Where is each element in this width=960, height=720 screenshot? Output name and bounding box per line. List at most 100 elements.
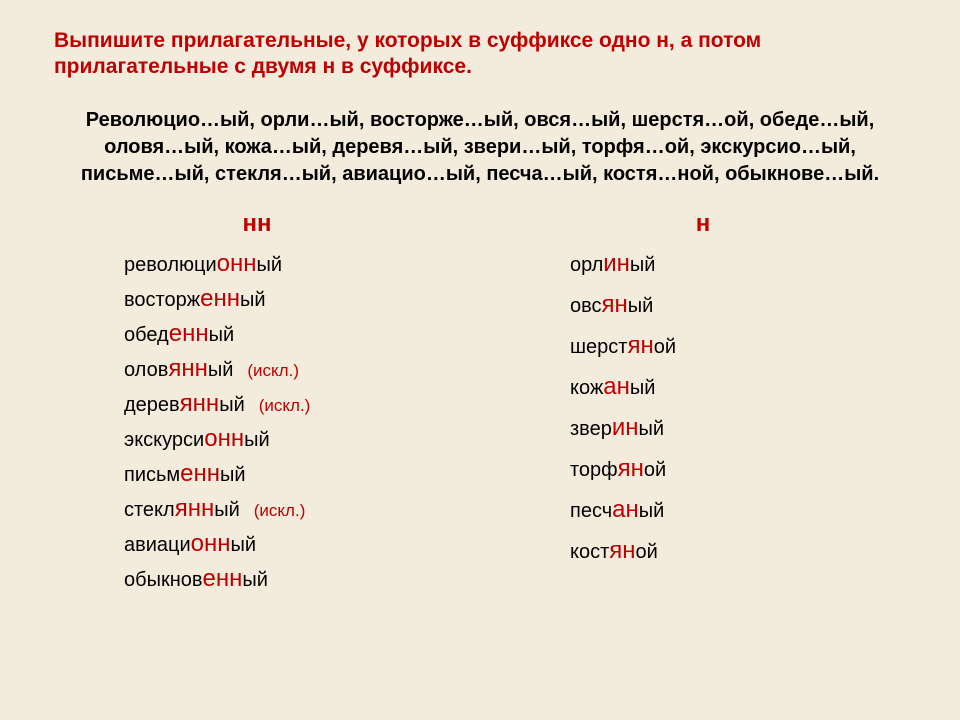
column-n: н орлиныйовсяныйшерстянойкожаныйзвериный… [500,210,906,593]
word-ending: ый [630,377,656,399]
word-suffix: ян [602,291,628,318]
word-prefix: овс [570,295,602,317]
slide: Выпишите прилагательные, у которых в суф… [0,0,960,720]
word-ending: ый [242,569,268,591]
word: звериный [570,414,664,442]
word-prefix: звер [570,418,612,440]
column-n-header: н [500,210,906,238]
word-ending: ый [231,534,257,556]
word-row: песчаный [570,496,664,524]
exception-label: (искл.) [259,396,311,416]
word-row: оловянный (искл.) [124,355,299,383]
word-prefix: шерст [570,336,627,358]
word: обеденный [124,320,234,348]
word: песчаный [570,496,664,524]
word-row: экскурсионный [124,425,270,453]
word-prefix: революци [124,254,217,276]
word-suffix: ян [618,455,644,482]
word-prefix: обед [124,324,169,346]
word: костяной [570,537,658,565]
word-row: шерстяной [570,332,676,360]
word-row: костяной [570,537,658,565]
word-row: овсяный [570,291,653,319]
word: шерстяной [570,332,676,360]
word: торфяной [570,455,666,483]
column-n-list: орлиныйовсяныйшерстянойкожаныйзвериныйто… [500,250,906,565]
word-suffix: енн [200,285,240,312]
word-suffix: янн [180,390,220,417]
word-suffix: енн [180,460,220,487]
word-ending: ой [654,336,676,358]
word-ending: ый [219,394,245,416]
word-suffix: ян [627,332,653,359]
word-suffix: ан [603,373,630,400]
word: деревянный [124,390,245,418]
word-row: обыкновенный [124,565,268,593]
word: оловянный [124,355,233,383]
word-prefix: кож [570,377,603,399]
word-suffix: енн [203,565,243,592]
word-suffix: ян [609,537,635,564]
word-ending: ый [639,418,665,440]
word: авиационный [124,530,256,558]
word-ending: ый [208,359,234,381]
word-row: авиационный [124,530,256,558]
word: овсяный [570,291,653,319]
word-suffix: ин [603,250,630,277]
exception-label: (искл.) [254,501,306,521]
word-prefix: обыкнов [124,569,203,591]
task-text: Выпишите прилагательные, у которых в суф… [54,28,906,81]
columns: нн революционныйвосторженныйобеденныйоло… [54,210,906,593]
word: письменный [124,460,246,488]
word-prefix: письм [124,464,180,486]
word: экскурсионный [124,425,270,453]
word-suffix: ин [612,414,639,441]
word-prefix: кост [570,541,609,563]
word-prefix: торф [570,459,618,481]
word-suffix: онн [204,425,244,452]
word-ending: ой [644,459,666,481]
word-ending: ый [244,429,270,451]
word-ending: ый [240,289,266,311]
word-row: кожаный [570,373,655,401]
word: восторженный [124,285,266,313]
word-ending: ый [257,254,283,276]
word-ending: ый [209,324,235,346]
column-nn: нн революционныйвосторженныйобеденныйоло… [54,210,460,593]
word-row: революционный [124,250,282,278]
word-ending: ый [639,500,665,522]
word-prefix: восторж [124,289,200,311]
word-row: звериный [570,414,664,442]
word: кожаный [570,373,655,401]
column-nn-list: революционныйвосторженныйобеденныйоловян… [54,250,460,593]
word-ending: ый [214,499,240,521]
word-prefix: стекл [124,499,175,521]
word-prefix: песч [570,500,612,522]
word-suffix: онн [217,250,257,277]
word-row: торфяной [570,455,666,483]
exception-label: (искл.) [247,361,299,381]
word-suffix: янн [175,495,215,522]
word: стеклянный [124,495,240,523]
word-prefix: экскурси [124,429,204,451]
column-nn-header: нн [54,210,460,238]
word-prefix: дерев [124,394,180,416]
word-suffix: енн [169,320,209,347]
exercise-text: Революцио…ый, орли…ый, восторже…ый, овся… [54,107,906,188]
word-row: орлиный [570,250,655,278]
word-suffix: онн [191,530,231,557]
word-row: обеденный [124,320,234,348]
word: обыкновенный [124,565,268,593]
word-ending: ый [630,254,656,276]
word-suffix: ан [612,496,639,523]
word-suffix: янн [168,355,208,382]
word-prefix: орл [570,254,603,276]
word: орлиный [570,250,655,278]
word-row: деревянный (искл.) [124,390,310,418]
word-prefix: авиаци [124,534,191,556]
word-row: стеклянный (искл.) [124,495,305,523]
word-prefix: олов [124,359,168,381]
word-row: восторженный [124,285,266,313]
word: революционный [124,250,282,278]
word-ending: ый [628,295,654,317]
